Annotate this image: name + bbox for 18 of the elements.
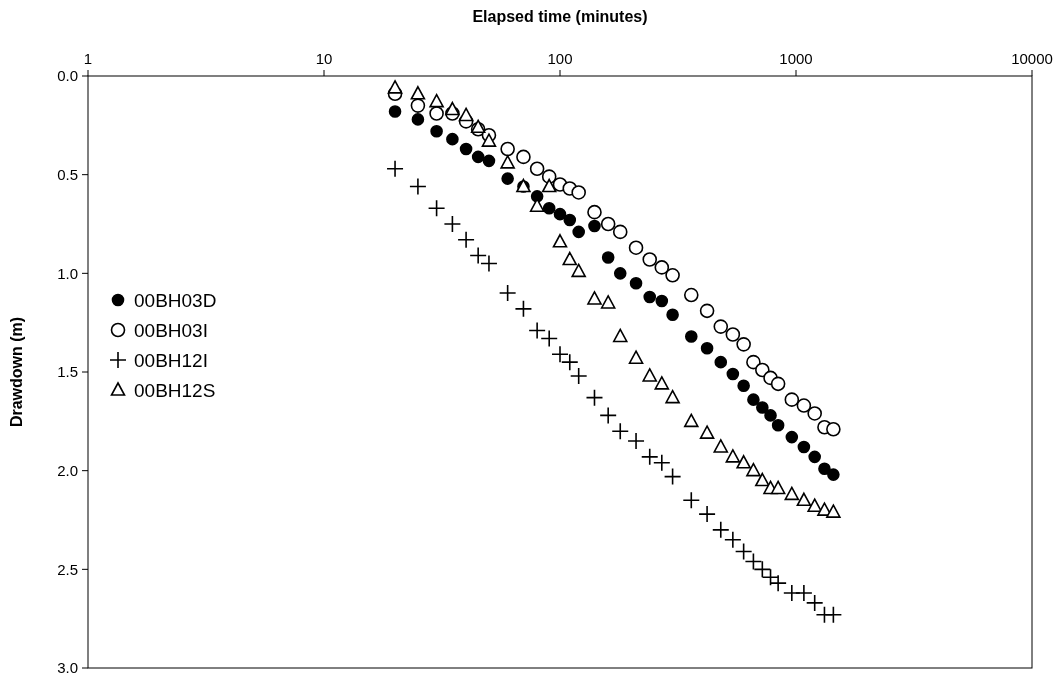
y-tick-label: 0.5 [57,165,78,183]
legend-label: 00BH12I [134,349,208,371]
y-tick-label: 2.0 [57,461,78,479]
legend-label: 00BH03D [134,289,217,311]
x-tick-label: 10000 [1011,50,1053,67]
x-tick-label: 1 [83,50,93,67]
legend-label: 00BH03I [134,319,208,341]
x-tick-label: 1000 [779,50,813,67]
y-tick-label: 1.0 [57,264,78,282]
x-tick-label: 10 [315,50,333,67]
x-axis-title: Elapsed time (minutes) [472,8,648,25]
y-tick-label: 0.0 [57,67,78,85]
legend-label: 00BH12S [134,379,216,401]
y-tick-label: 3.0 [57,659,78,676]
x-tick-label: 100 [547,50,573,67]
y-tick-label: 2.5 [57,560,78,578]
y-axis-title: Drawdown (m) [8,316,25,428]
y-tick-label: 1.5 [57,363,78,381]
